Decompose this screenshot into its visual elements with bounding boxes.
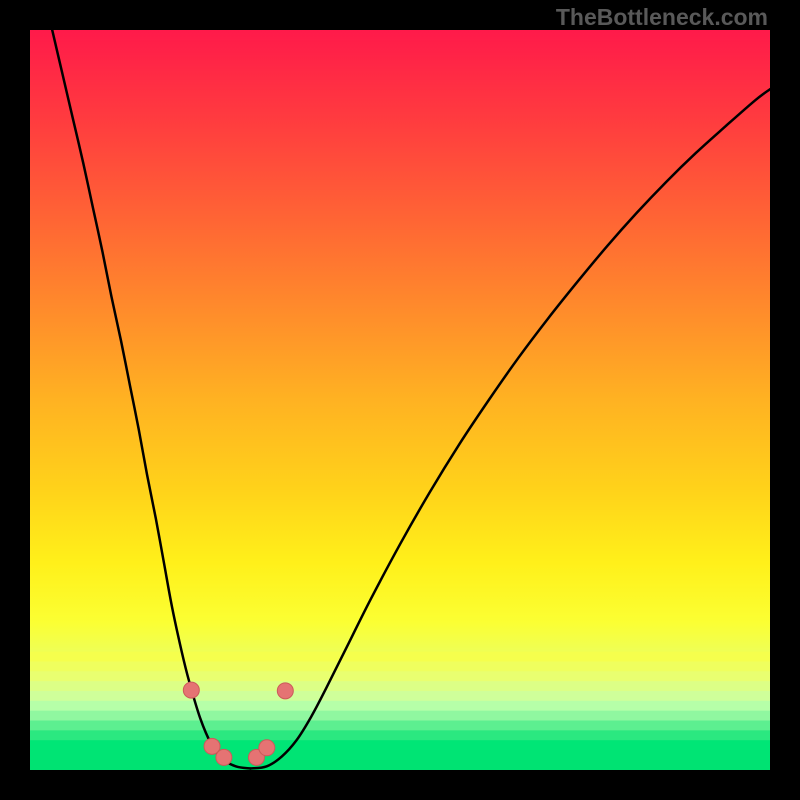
band-stripe — [30, 652, 770, 662]
band-stripe — [30, 701, 770, 711]
data-marker — [183, 682, 199, 698]
band-stripe — [30, 730, 770, 740]
band-stripe — [30, 760, 770, 770]
band-stripe — [30, 750, 770, 760]
data-marker — [259, 740, 275, 756]
band-stripe — [30, 661, 770, 671]
band-stripe — [30, 691, 770, 701]
band-stripe — [30, 711, 770, 721]
watermark-text: TheBottleneck.com — [556, 4, 768, 31]
band-stripe — [30, 720, 770, 730]
chart-svg — [30, 30, 770, 770]
chart-root: TheBottleneck.com — [0, 0, 800, 800]
plot-area — [30, 30, 770, 770]
data-marker — [277, 683, 293, 699]
band-stripe — [30, 681, 770, 691]
band-stripe — [30, 671, 770, 681]
band-stripe — [30, 740, 770, 750]
data-marker — [216, 749, 232, 765]
